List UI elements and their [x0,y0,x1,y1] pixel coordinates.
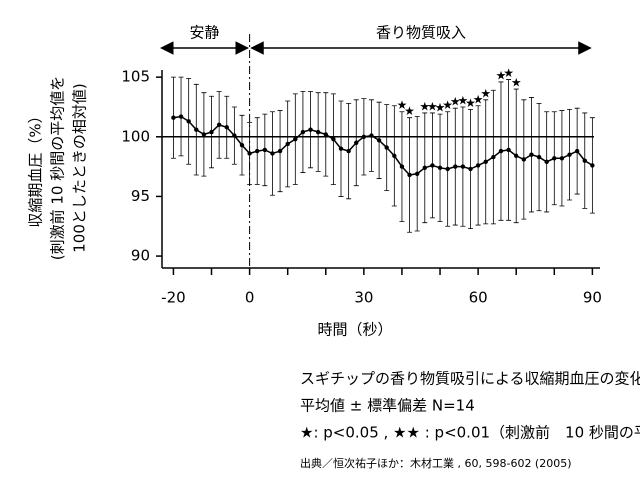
mean-point [201,132,207,137]
mean-point [346,148,351,154]
segment-label: 安静 [190,24,220,42]
significance-star: ★ [427,99,438,113]
mean-point [369,133,374,138]
mean-point [300,129,306,135]
segment-label: 香り物質吸入 [376,24,466,42]
significance-star: ★ [450,95,461,109]
mean-point [567,152,572,157]
mean-point [308,127,313,132]
significance-star: ★ [397,98,408,112]
mean-point [255,148,260,154]
mean-point [392,153,397,159]
caption: 平均値 ± 標準偏差 N=14 [300,397,475,415]
caption: スギチップの香り物質吸引による収縮期血圧の変化 [300,370,640,388]
x-tick-label: 30 [354,289,373,307]
mean-point [323,132,328,137]
mean-point [590,163,595,168]
x-tick-label: 0 [245,289,255,307]
mean-point [262,147,268,153]
mean-point [376,138,382,143]
x-tick-label: 90 [583,289,602,307]
mean-point [399,164,405,169]
mean-point [186,119,191,124]
mean-line [173,115,593,176]
mean-point [239,142,245,148]
mean-point [194,127,199,132]
mean-point [277,148,283,154]
x-axis-label: 時間（秒） [317,321,392,339]
significance-star: ★ [442,98,453,112]
mean-point [475,163,481,168]
significance-star: ★ [473,92,484,106]
significance-star: ★ [435,101,446,115]
mean-point [437,165,443,171]
mean-point [354,140,359,145]
mean-point [491,154,496,160]
mean-point [582,158,587,163]
mean-point [574,148,580,154]
mean-point [498,148,504,154]
mean-point [559,156,565,161]
mean-point [544,159,549,165]
y-tick-label: 90 [131,247,150,265]
significance-star: ★ [419,99,430,113]
y-tick-label: 105 [121,68,150,86]
mean-point [232,133,237,138]
mean-point [514,153,519,159]
mean-point [445,166,450,172]
mean-point [521,157,527,162]
mean-point [224,125,229,130]
caption: ★: p<0.05 , ★★ : p<0.01（刺激前 10 秒間の平均値との比… [300,424,640,442]
y-axis-label: (刺激前 10 秒間の平均値を [49,76,67,260]
mean-point [247,151,252,156]
mean-point [285,141,290,147]
source: 出典／恒次祐子ほか：木材工業 , 60, 598-602 (2005) [300,456,572,470]
mean-point [361,134,367,139]
significance-star: ★ [503,66,514,80]
mean-point [483,159,488,165]
mean-point [430,163,435,168]
y-axis-label: 収縮期血圧（%） [27,108,45,227]
mean-point [407,172,412,178]
mean-point [178,114,184,119]
y-axis-label: 100としたときの相対値) [71,83,89,252]
mean-point [216,122,222,128]
mean-point [506,147,511,153]
significance-star: ★ [511,76,522,90]
x-tick-label: -20 [161,289,186,307]
y-tick-label: 100 [121,127,150,145]
mean-point [552,156,557,161]
mean-point [384,145,389,150]
significance-star: ★ [496,68,507,82]
significance-star: ★ [404,104,415,118]
significance-star: ★ [458,93,469,107]
mean-point [338,146,344,151]
mean-point [414,171,420,176]
significance-star: ★ [480,86,491,100]
mean-point [315,129,321,135]
mean-point [453,164,458,169]
y-tick-label: 95 [131,187,150,205]
mean-point [468,166,473,172]
mean-point [171,115,176,120]
significance-star: ★ [465,96,476,110]
mean-point [536,154,542,160]
mean-point [209,129,214,135]
mean-point [270,151,275,156]
mean-point [422,165,427,171]
mean-point [460,164,466,169]
x-tick-label: 60 [469,289,488,307]
mean-point [529,152,534,157]
mean-point [293,136,298,142]
mean-point [331,136,336,142]
